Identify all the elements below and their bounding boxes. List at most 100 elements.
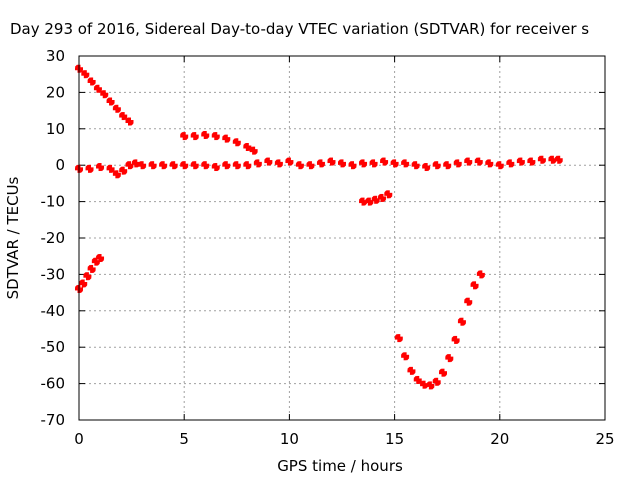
x-tick-label: 15 — [385, 430, 404, 448]
data-point — [401, 159, 410, 168]
data-point — [316, 159, 326, 168]
data-point — [464, 297, 473, 306]
tick-labels: 0 5 10 15 20 25 -70 -60 -50 -40 -30 -20 -10 0 10 20 30 — [41, 47, 615, 448]
y-tick-label: -10 — [41, 193, 66, 211]
data-point — [112, 170, 121, 179]
data-point — [249, 146, 258, 155]
grid — [78, 55, 606, 421]
data-point — [495, 161, 504, 170]
data-point — [464, 157, 473, 166]
data-point — [253, 159, 262, 168]
data-point — [337, 159, 347, 168]
data-point — [390, 159, 399, 168]
data-point — [443, 161, 452, 170]
data-point — [413, 375, 422, 385]
data-point — [95, 253, 105, 263]
data-point — [180, 132, 189, 141]
x-tick-label: 0 — [74, 430, 84, 448]
data-point — [474, 157, 483, 166]
data-point — [407, 366, 416, 375]
y-tick-label: 10 — [46, 120, 65, 138]
y-tick-label: -70 — [41, 411, 66, 429]
data-point — [222, 161, 231, 170]
data-point — [358, 159, 368, 168]
data-point — [554, 155, 563, 164]
data-point — [81, 70, 90, 79]
data-point — [211, 132, 220, 141]
data-point — [445, 354, 454, 363]
data-point — [106, 97, 115, 106]
y-tick-label: -20 — [41, 229, 66, 247]
data-point — [285, 157, 294, 166]
data-point — [411, 161, 420, 170]
data-point — [222, 134, 231, 143]
chart-title: Day 293 of 2016, Sidereal Day-to-day VTE… — [10, 20, 589, 38]
data-point — [119, 111, 128, 121]
y-tick-label: -50 — [41, 338, 66, 356]
data-points — [74, 64, 563, 390]
data-point — [190, 161, 199, 170]
data-point — [169, 161, 178, 170]
data-point — [295, 161, 304, 170]
data-point — [243, 142, 252, 152]
data-point — [125, 161, 134, 170]
data-point — [365, 197, 374, 206]
x-tick-label: 10 — [280, 430, 299, 448]
data-point — [211, 162, 220, 172]
y-tick-label: 20 — [46, 83, 65, 101]
plot-frame — [78, 55, 606, 421]
data-point — [369, 159, 378, 168]
data-point — [432, 161, 441, 170]
data-point — [516, 157, 525, 166]
data-point — [148, 161, 157, 170]
data-point — [451, 335, 460, 344]
data-point — [201, 161, 210, 170]
data-point — [79, 279, 88, 288]
data-point — [457, 317, 466, 326]
y-tick-label: -30 — [41, 265, 66, 283]
data-point — [112, 104, 121, 113]
x-tick-label: 25 — [595, 430, 614, 448]
data-point — [506, 159, 515, 168]
data-point — [438, 368, 448, 377]
data-point — [306, 161, 315, 170]
data-point — [232, 161, 241, 170]
data-point — [384, 190, 393, 199]
data-point — [453, 159, 462, 168]
data-point — [537, 155, 546, 164]
data-point — [180, 161, 189, 170]
x-tick-label: 5 — [179, 430, 189, 448]
data-point — [95, 162, 105, 172]
data-point — [201, 130, 210, 140]
data-point — [91, 257, 100, 266]
y-tick-label: 0 — [55, 156, 65, 174]
data-point — [119, 166, 128, 175]
x-axis-label: GPS time / hours — [277, 457, 403, 475]
data-point — [422, 162, 431, 172]
data-point — [138, 161, 147, 170]
y-axis-label: SDTVAR / TECUs — [4, 176, 22, 299]
data-point — [371, 195, 380, 204]
x-tick-label: 20 — [490, 430, 509, 448]
data-point — [232, 138, 241, 147]
data-point — [274, 159, 283, 168]
data-point — [87, 264, 96, 274]
data-point — [394, 334, 403, 343]
data-point — [401, 352, 410, 361]
data-point — [106, 164, 115, 173]
data-point — [100, 90, 109, 99]
data-point — [348, 161, 357, 170]
data-point — [243, 161, 252, 170]
data-point — [264, 157, 273, 166]
data-point — [485, 159, 494, 168]
data-point — [470, 281, 479, 290]
data-point — [159, 161, 168, 170]
data-point — [190, 132, 199, 141]
data-point — [476, 270, 485, 279]
data-point — [426, 381, 435, 390]
data-point — [85, 164, 94, 173]
data-point — [527, 157, 536, 166]
data-point — [125, 117, 134, 126]
y-tick-label: -40 — [41, 302, 66, 320]
